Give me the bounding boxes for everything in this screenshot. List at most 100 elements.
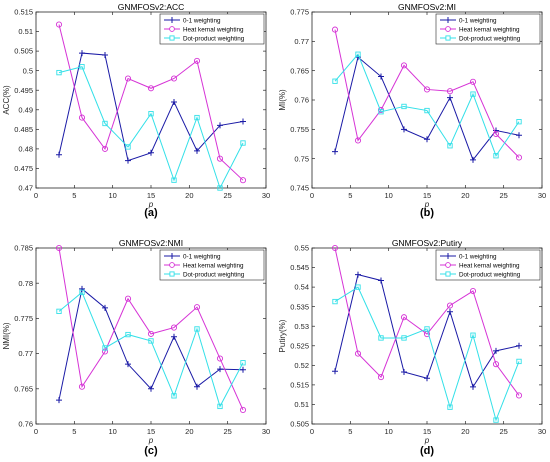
- data-point: [56, 151, 62, 158]
- x-tick-label: 10: [384, 191, 392, 200]
- data-point: [125, 361, 131, 368]
- series-line: [334, 29, 520, 158]
- legend-label: Heat kernal weighting: [459, 26, 520, 33]
- data-point: [447, 308, 453, 315]
- series-0-1-weighting: [332, 54, 522, 163]
- series-0-1-weighting: [56, 50, 246, 164]
- data-point: [469, 287, 477, 295]
- legend-marker: [169, 262, 175, 268]
- data-point: [492, 130, 500, 138]
- data-point: [470, 91, 476, 97]
- x-tick-label: 0: [34, 427, 38, 436]
- legend-entry-dot-product-weighting: Dot-product weighting: [440, 35, 521, 42]
- legend-label: 0-1 weighting: [183, 253, 221, 260]
- y-tick-label: 0.765: [290, 66, 309, 75]
- legend-label: 0-1 weighting: [459, 253, 497, 260]
- data-point: [101, 145, 109, 152]
- data-point: [79, 50, 85, 57]
- y-tick-label: 0.78: [18, 279, 33, 288]
- x-axis-label: p: [424, 200, 430, 209]
- x-tick-label: 5: [348, 191, 352, 200]
- data-point: [447, 94, 453, 101]
- legend-label: Dot-product weighting: [459, 35, 521, 42]
- x-tick-label: 10: [384, 427, 392, 436]
- y-tick-label: 0.535: [290, 302, 309, 311]
- data-point: [101, 348, 109, 355]
- data-point: [125, 144, 131, 150]
- data-point: [102, 345, 108, 351]
- series-line: [334, 53, 520, 157]
- data-point: [171, 177, 177, 183]
- series-dot-product-weighting: [332, 284, 522, 423]
- chart-title: GNMFOSv2:ACC: [118, 2, 185, 12]
- data-point: [331, 26, 339, 33]
- legend-marker: [169, 271, 175, 277]
- data-point: [516, 342, 522, 349]
- legend-marker: [445, 253, 451, 259]
- y-tick-label: 0.755: [290, 125, 309, 134]
- legend-entry-0-1-weighting: 0-1 weighting: [164, 253, 221, 260]
- legend: 0-1 weighting Heat kernal weighting Dot-pr…: [435, 13, 541, 45]
- legend-entry-heat-kernal-weighting: Heat kernal weighting: [440, 262, 520, 269]
- data-point: [148, 111, 154, 117]
- data-point: [401, 368, 407, 375]
- x-tick-label: 30: [538, 427, 546, 436]
- x-tick-label: 10: [108, 427, 116, 436]
- legend-marker: [445, 26, 451, 32]
- y-axis-label: Putiry(%): [278, 319, 287, 352]
- x-tick-label: 15: [147, 191, 155, 200]
- data-point: [378, 109, 384, 115]
- data-point: [56, 397, 62, 404]
- y-tick-label: 0.785: [14, 244, 33, 253]
- data-point: [378, 277, 384, 284]
- series-heat-kernal-weighting: [55, 244, 247, 413]
- data-point: [148, 149, 154, 156]
- data-point: [332, 78, 338, 84]
- x-tick-label: 15: [147, 427, 155, 436]
- y-tick-label: 0.77: [18, 349, 33, 358]
- data-point: [125, 331, 131, 338]
- data-point: [423, 86, 431, 93]
- data-point: [55, 244, 63, 252]
- data-point: [446, 88, 454, 95]
- data-point: [354, 350, 362, 357]
- series-dot-product-weighting: [332, 51, 522, 159]
- y-tick-label: 0.515: [290, 380, 309, 389]
- data-point: [401, 126, 407, 133]
- data-point: [78, 383, 86, 390]
- legend-label: 0-1 weighting: [183, 17, 221, 24]
- data-point: [240, 366, 246, 373]
- data-point: [217, 122, 223, 129]
- data-point: [102, 52, 108, 59]
- data-point: [355, 271, 361, 278]
- y-tick-label: 0.54: [294, 283, 309, 292]
- data-point: [194, 147, 200, 154]
- data-point: [515, 154, 523, 161]
- data-point: [102, 304, 108, 311]
- y-tick-label: 0.55: [294, 244, 309, 253]
- legend-entry-dot-product-weighting: Dot-product weighting: [164, 271, 245, 278]
- panel-c: GNMFOSv2:NMI 0 5 10 15 20 25 30 0.76 0.765 0.77 0.7…: [2, 238, 270, 457]
- legend-label: Dot-product weighting: [183, 35, 245, 42]
- data-point: [492, 361, 500, 368]
- data-point: [493, 347, 499, 354]
- data-point: [515, 392, 523, 399]
- data-point: [377, 374, 385, 381]
- data-point: [147, 85, 155, 92]
- legend-entry-heat-kernal-weighting: Heat kernal weighting: [440, 26, 520, 33]
- data-point: [170, 324, 178, 331]
- legend-label: Heat kernal weighting: [459, 262, 520, 269]
- legend: 0-1 weighting Heat kernal weighting Dot-pr…: [159, 13, 265, 45]
- data-point: [493, 153, 499, 159]
- y-tick-label: 0.49: [18, 105, 33, 114]
- data-point: [469, 78, 477, 85]
- y-tick-label: 0.76: [18, 420, 33, 429]
- data-point: [447, 143, 453, 149]
- data-point: [239, 406, 247, 413]
- data-point: [124, 295, 132, 302]
- data-point: [217, 403, 223, 410]
- data-point: [194, 383, 200, 390]
- y-axis-label: MI(%): [278, 89, 287, 111]
- legend-marker: [169, 35, 175, 41]
- data-point: [171, 98, 177, 105]
